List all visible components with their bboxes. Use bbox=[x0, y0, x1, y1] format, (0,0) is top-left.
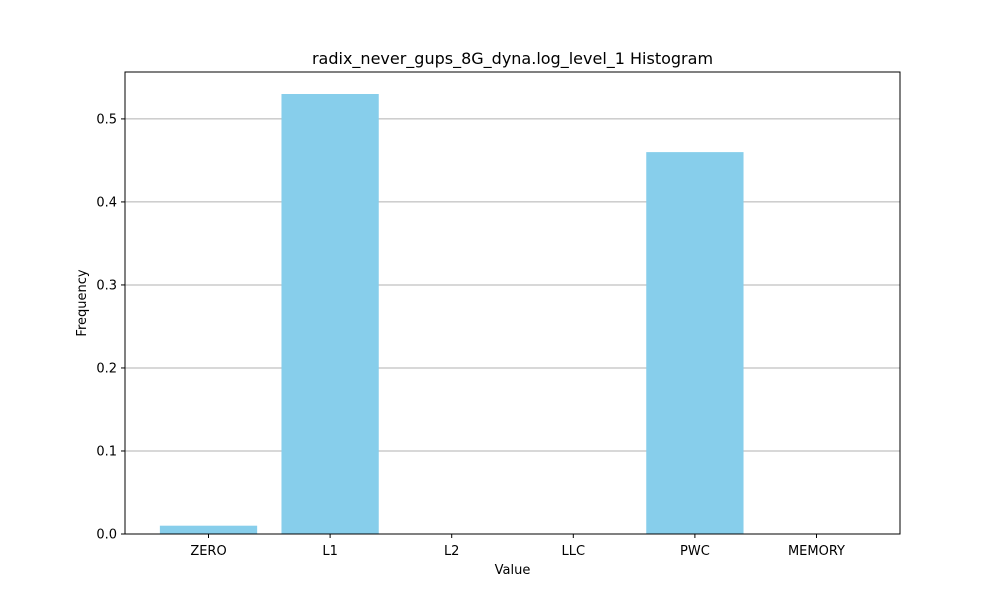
y-tick-label: 0.3 bbox=[96, 278, 117, 293]
y-axis-label: Frequency bbox=[75, 269, 90, 336]
y-tick-label: 0.2 bbox=[96, 361, 117, 376]
x-tick-label: L1 bbox=[322, 544, 338, 559]
y-axis-ticks: 0.0 0.1 0.2 0.3 0.4 0.5 bbox=[96, 112, 125, 543]
x-tick-label: MEMORY bbox=[788, 544, 845, 559]
x-tick-label: PWC bbox=[680, 544, 710, 559]
x-tick-label: ZERO bbox=[190, 544, 226, 559]
y-tick-label: 0.5 bbox=[96, 112, 117, 127]
y-tick-label: 0.4 bbox=[96, 195, 117, 210]
plot-area-frame bbox=[124, 71, 901, 535]
chart-title: radix_never_gups_8G_dyna.log_level_1 His… bbox=[312, 49, 713, 69]
y-tick-label: 0.1 bbox=[96, 444, 117, 459]
bar-l1 bbox=[281, 94, 379, 534]
y-tick-label: 0.0 bbox=[96, 528, 117, 543]
x-axis-label: Value bbox=[495, 563, 531, 578]
bars bbox=[159, 94, 744, 534]
x-tick-label: L2 bbox=[444, 544, 460, 559]
x-tick-label: LLC bbox=[562, 544, 586, 559]
bar-zero bbox=[159, 525, 258, 534]
bar-pwc bbox=[646, 152, 744, 534]
x-axis-ticks: ZERO L1 L2 LLC PWC MEMORY bbox=[190, 534, 845, 559]
